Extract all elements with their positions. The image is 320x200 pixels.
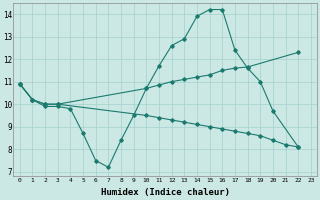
X-axis label: Humidex (Indice chaleur): Humidex (Indice chaleur) [101,188,230,197]
